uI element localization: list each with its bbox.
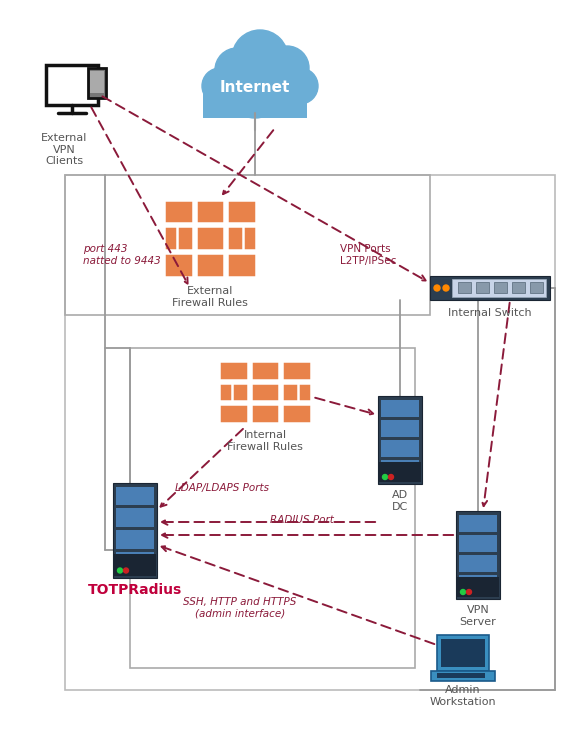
Circle shape [118, 568, 122, 573]
FancyBboxPatch shape [116, 486, 154, 506]
FancyBboxPatch shape [381, 460, 419, 477]
Circle shape [389, 475, 393, 480]
Circle shape [215, 48, 259, 92]
FancyBboxPatch shape [298, 383, 311, 401]
FancyBboxPatch shape [219, 361, 248, 379]
FancyBboxPatch shape [430, 276, 550, 300]
FancyBboxPatch shape [116, 552, 154, 570]
FancyBboxPatch shape [219, 383, 248, 401]
FancyBboxPatch shape [46, 65, 98, 105]
FancyBboxPatch shape [219, 383, 232, 401]
FancyBboxPatch shape [458, 282, 471, 293]
Circle shape [443, 285, 449, 291]
FancyBboxPatch shape [431, 671, 495, 681]
FancyBboxPatch shape [114, 554, 156, 576]
FancyBboxPatch shape [282, 404, 311, 423]
FancyBboxPatch shape [88, 68, 106, 98]
FancyBboxPatch shape [203, 83, 307, 118]
FancyBboxPatch shape [282, 361, 311, 379]
Text: External
VPN
Clients: External VPN Clients [41, 133, 87, 166]
Circle shape [466, 590, 472, 595]
Text: TOTPRadius: TOTPRadius [88, 584, 182, 598]
FancyBboxPatch shape [251, 383, 280, 401]
Text: Internal Switch: Internal Switch [448, 308, 532, 318]
FancyBboxPatch shape [116, 508, 154, 527]
Text: VPN Ports
L2TP/IPSec: VPN Ports L2TP/IPSec [340, 244, 396, 266]
FancyBboxPatch shape [441, 639, 485, 667]
FancyBboxPatch shape [251, 404, 280, 423]
Circle shape [434, 285, 440, 291]
Text: External
Firewall Rules: External Firewall Rules [172, 286, 248, 308]
FancyBboxPatch shape [195, 226, 224, 250]
FancyBboxPatch shape [530, 282, 543, 293]
FancyBboxPatch shape [164, 199, 193, 223]
FancyBboxPatch shape [251, 361, 280, 379]
FancyBboxPatch shape [512, 282, 525, 293]
FancyBboxPatch shape [195, 253, 224, 277]
FancyBboxPatch shape [381, 420, 419, 437]
Circle shape [265, 46, 309, 90]
Text: Internet: Internet [220, 80, 290, 95]
FancyBboxPatch shape [459, 575, 497, 592]
FancyBboxPatch shape [195, 199, 224, 223]
FancyBboxPatch shape [457, 577, 499, 597]
Circle shape [282, 68, 318, 104]
Circle shape [124, 568, 129, 573]
FancyBboxPatch shape [116, 530, 154, 549]
FancyBboxPatch shape [456, 511, 500, 599]
Text: Admin
Workstation: Admin Workstation [430, 685, 496, 706]
Text: SSH, HTTP and HTTPS
(admin interface): SSH, HTTP and HTTPS (admin interface) [183, 597, 297, 618]
FancyBboxPatch shape [164, 226, 193, 250]
FancyBboxPatch shape [113, 483, 157, 578]
FancyBboxPatch shape [437, 635, 489, 671]
FancyBboxPatch shape [243, 226, 256, 250]
Text: VPN
Server: VPN Server [459, 605, 496, 627]
FancyBboxPatch shape [437, 673, 485, 678]
FancyBboxPatch shape [164, 226, 177, 250]
Text: Internal
Firewall Rules: Internal Firewall Rules [227, 430, 303, 452]
FancyBboxPatch shape [381, 440, 419, 457]
Text: RADIUS Port: RADIUS Port [270, 515, 334, 525]
FancyBboxPatch shape [227, 199, 256, 223]
FancyBboxPatch shape [452, 279, 546, 297]
FancyBboxPatch shape [227, 253, 256, 277]
FancyBboxPatch shape [378, 396, 422, 484]
Circle shape [232, 30, 288, 86]
FancyBboxPatch shape [476, 282, 489, 293]
FancyBboxPatch shape [494, 282, 507, 293]
FancyBboxPatch shape [459, 515, 497, 532]
FancyBboxPatch shape [459, 535, 497, 552]
Text: LDAP/LDAPS Ports: LDAP/LDAPS Ports [175, 483, 269, 493]
Circle shape [225, 58, 285, 118]
Circle shape [461, 590, 466, 595]
FancyBboxPatch shape [459, 555, 497, 572]
Circle shape [202, 68, 238, 104]
FancyBboxPatch shape [282, 383, 311, 401]
FancyBboxPatch shape [219, 404, 248, 423]
FancyBboxPatch shape [164, 253, 193, 277]
Text: port 443
natted to 9443: port 443 natted to 9443 [83, 244, 161, 266]
FancyBboxPatch shape [227, 226, 256, 250]
Circle shape [382, 475, 387, 480]
FancyBboxPatch shape [379, 462, 421, 482]
FancyBboxPatch shape [381, 400, 419, 417]
Text: AD
DC: AD DC [392, 490, 408, 511]
FancyBboxPatch shape [90, 71, 104, 93]
